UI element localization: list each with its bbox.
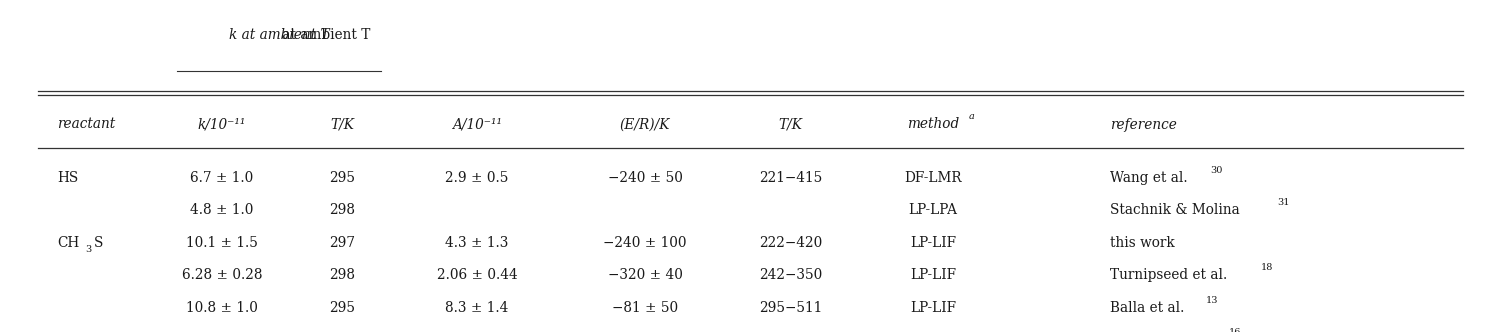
Text: 16: 16 bbox=[1228, 328, 1242, 332]
Text: 3: 3 bbox=[86, 245, 92, 254]
Text: 295: 295 bbox=[328, 171, 356, 185]
Text: reactant: reactant bbox=[57, 118, 116, 131]
Text: LP-LPA: LP-LPA bbox=[909, 203, 957, 217]
Text: 2.9 ± 0.5: 2.9 ± 0.5 bbox=[446, 171, 509, 185]
Text: 295−511: 295−511 bbox=[759, 301, 822, 315]
Text: 6.28 ± 0.28: 6.28 ± 0.28 bbox=[182, 268, 262, 282]
Text: at ambient T: at ambient T bbox=[278, 28, 370, 42]
Text: this work: this work bbox=[1110, 236, 1174, 250]
Text: T/K: T/K bbox=[330, 118, 354, 131]
Text: method: method bbox=[908, 118, 958, 131]
Text: −320 ± 40: −320 ± 40 bbox=[608, 268, 682, 282]
Text: T/K: T/K bbox=[778, 118, 802, 131]
Text: 13: 13 bbox=[1206, 296, 1218, 305]
Text: LP-LIF: LP-LIF bbox=[910, 236, 956, 250]
Text: DF-LMR: DF-LMR bbox=[904, 171, 962, 185]
Text: A/10⁻¹¹: A/10⁻¹¹ bbox=[452, 118, 503, 131]
Text: 222−420: 222−420 bbox=[759, 236, 822, 250]
Text: 10.1 ± 1.5: 10.1 ± 1.5 bbox=[186, 236, 258, 250]
Text: 8.3 ± 1.4: 8.3 ± 1.4 bbox=[446, 301, 509, 315]
Text: HS: HS bbox=[57, 171, 78, 185]
Text: −240 ± 100: −240 ± 100 bbox=[603, 236, 687, 250]
Text: Stachnik & Molina: Stachnik & Molina bbox=[1110, 203, 1239, 217]
Text: k at ambient T: k at ambient T bbox=[228, 28, 330, 42]
Text: LP-LIF: LP-LIF bbox=[910, 268, 956, 282]
Text: 4.3 ± 1.3: 4.3 ± 1.3 bbox=[446, 236, 509, 250]
Text: 298: 298 bbox=[328, 268, 356, 282]
Text: Wang et al.: Wang et al. bbox=[1110, 171, 1188, 185]
Text: S: S bbox=[94, 236, 104, 250]
Text: 297: 297 bbox=[328, 236, 356, 250]
Text: Balla et al.: Balla et al. bbox=[1110, 301, 1185, 315]
Text: Turnipseed et al.: Turnipseed et al. bbox=[1110, 268, 1227, 282]
Text: 6.7 ± 1.0: 6.7 ± 1.0 bbox=[190, 171, 254, 185]
Text: −81 ± 50: −81 ± 50 bbox=[612, 301, 678, 315]
Text: 2.06 ± 0.44: 2.06 ± 0.44 bbox=[436, 268, 517, 282]
Text: k/10⁻¹¹: k/10⁻¹¹ bbox=[198, 118, 246, 131]
Text: 4.8 ± 1.0: 4.8 ± 1.0 bbox=[190, 203, 254, 217]
Text: reference: reference bbox=[1110, 118, 1178, 131]
Text: 221−415: 221−415 bbox=[759, 171, 822, 185]
Text: 10.8 ± 1.0: 10.8 ± 1.0 bbox=[186, 301, 258, 315]
Text: 298: 298 bbox=[328, 203, 356, 217]
Text: CH: CH bbox=[57, 236, 80, 250]
Text: 18: 18 bbox=[1262, 263, 1274, 273]
Text: 31: 31 bbox=[1278, 198, 1290, 208]
Text: 30: 30 bbox=[1210, 166, 1222, 175]
Text: a: a bbox=[968, 112, 974, 121]
Text: (E/R)/K: (E/R)/K bbox=[620, 118, 670, 131]
Text: 295: 295 bbox=[328, 301, 356, 315]
Text: −240 ± 50: −240 ± 50 bbox=[608, 171, 682, 185]
Text: LP-LIF: LP-LIF bbox=[910, 301, 956, 315]
Text: 242−350: 242−350 bbox=[759, 268, 822, 282]
